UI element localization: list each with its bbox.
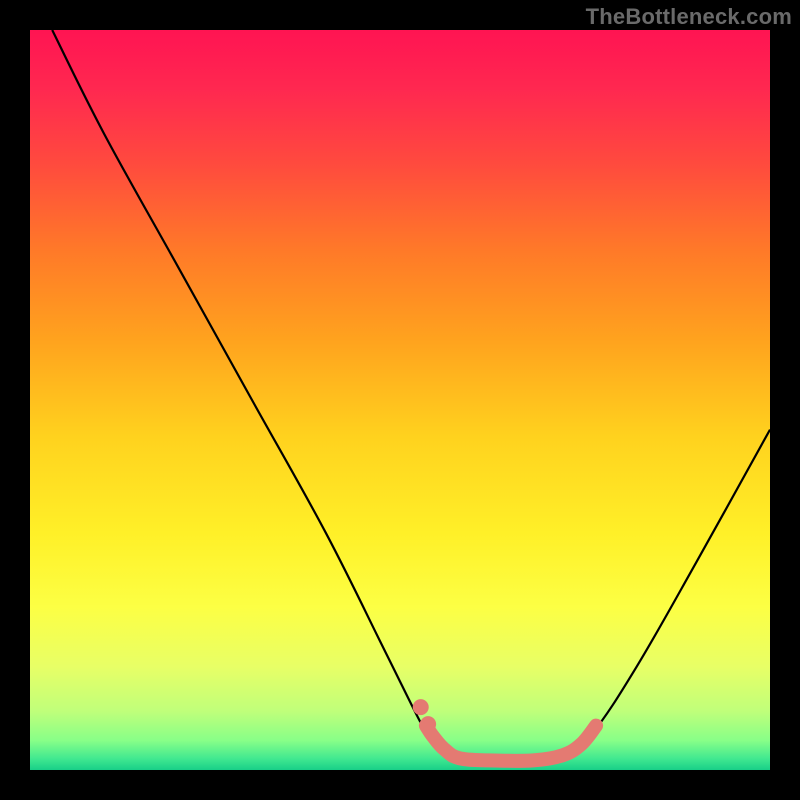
plot-svg (30, 30, 770, 770)
optimal-zone-dot (413, 699, 429, 715)
plot-area (30, 30, 770, 770)
optimal-zone-dot (420, 716, 436, 732)
watermark-text: TheBottleneck.com (586, 4, 792, 30)
chart-outer-frame: TheBottleneck.com (0, 0, 800, 800)
gradient-background (30, 30, 770, 770)
